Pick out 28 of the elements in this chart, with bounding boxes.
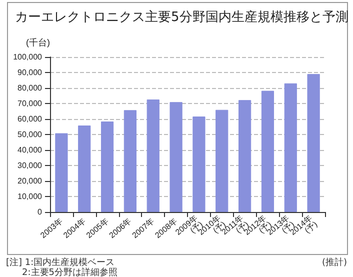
y-tick-label: 90,000 xyxy=(18,68,43,77)
bar xyxy=(170,102,182,212)
bar xyxy=(284,83,297,212)
text: 2:主要5分野は詳細参照 xyxy=(22,266,118,277)
chart-title: カーエレクトロニクス主要5分野国内生産規模推移と予測 xyxy=(15,9,348,25)
y-tick-label: 100,000 xyxy=(13,52,43,62)
y-tick-label: 40,000 xyxy=(18,146,43,154)
text: (推計) xyxy=(322,256,347,269)
bar xyxy=(100,121,114,212)
y-tick-label: 60,000 xyxy=(18,114,43,124)
bar xyxy=(146,99,160,212)
bar xyxy=(55,133,68,212)
y-tick-label: 80,000 xyxy=(18,84,43,92)
y-tick-label: 0 xyxy=(38,208,43,216)
y-tick-label: 50,000 xyxy=(18,130,43,139)
y-tick-label: 30,000 xyxy=(18,161,43,170)
bar xyxy=(238,100,252,212)
bar xyxy=(307,74,320,212)
text: [注] 1:国内生産規模ベース xyxy=(6,256,115,268)
y-axis-title: (千台) xyxy=(26,38,50,48)
bar xyxy=(192,116,206,212)
bar xyxy=(216,110,228,212)
bar xyxy=(124,110,137,212)
y-tick-label: 10,000 xyxy=(18,192,43,201)
bar xyxy=(78,126,91,212)
bar xyxy=(261,90,274,212)
y-tick-label: 70,000 xyxy=(18,99,43,108)
y-tick-label: 20,000 xyxy=(18,176,43,186)
